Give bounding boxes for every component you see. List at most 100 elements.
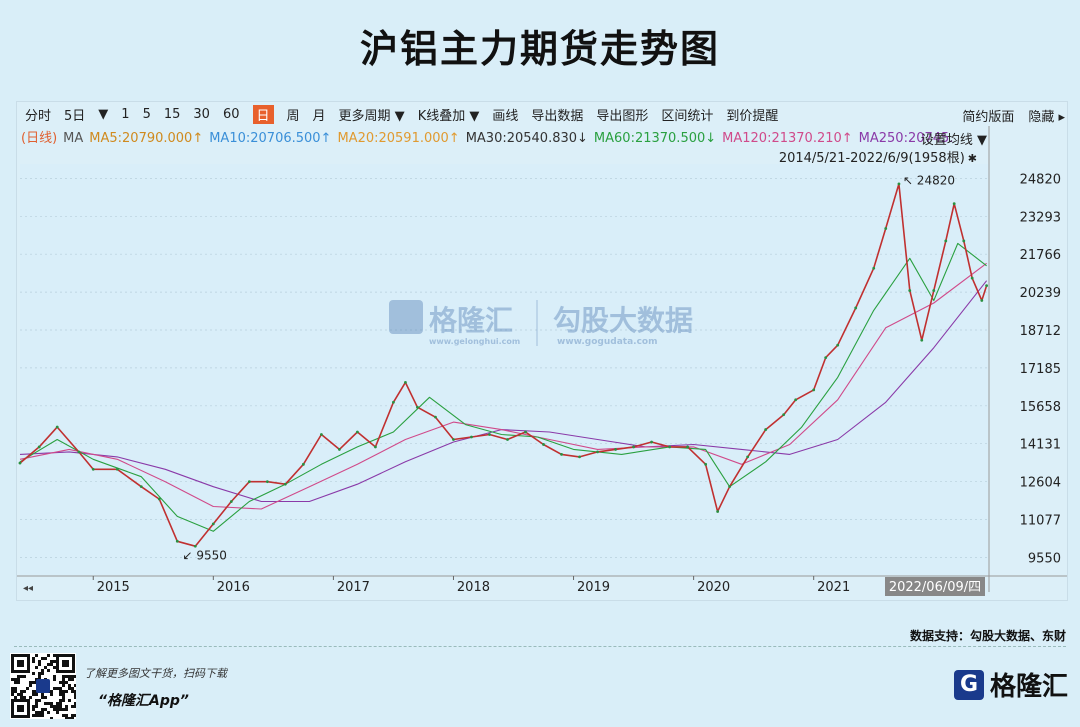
plot-area[interactable] [20, 164, 989, 576]
qr-module [50, 660, 53, 663]
qr-module [38, 714, 41, 717]
qr-note: 了解更多图文干货，扫码下载 [84, 667, 227, 680]
qr-module [41, 708, 44, 711]
price-point [211, 522, 215, 526]
brand-name: 格隆汇 [989, 672, 1068, 702]
qr-module [41, 657, 44, 660]
price-point [932, 289, 936, 292]
toolbar-item-3[interactable]: 1 [121, 106, 130, 122]
y-tick-label: 24820 [1020, 172, 1061, 187]
qr-module [71, 714, 74, 717]
price-point [175, 539, 179, 543]
toolbar-item-17[interactable]: 到价提醒 [726, 108, 779, 124]
toolbar-item-13[interactable]: 画线 [492, 108, 519, 124]
qr-module [35, 666, 38, 669]
toolbar-item-9[interactable]: 周 [286, 108, 300, 124]
toolbar-item-0[interactable]: 分时 [25, 108, 52, 124]
qr-module [47, 702, 50, 705]
price-point [18, 461, 22, 465]
qr-finder [17, 660, 24, 667]
ma-legend-item-7: MA120:21370.210↑ [722, 131, 853, 146]
qr-module [50, 702, 53, 705]
toolbar-right-item-1[interactable]: 隐藏 ▸ [1028, 110, 1065, 125]
price-point [897, 182, 901, 186]
price-point [854, 306, 858, 310]
toolbar-item-4[interactable]: 5 [142, 106, 151, 122]
qr-module [35, 711, 38, 714]
y-tick-label: 12604 [1020, 476, 1061, 491]
qr-module [71, 717, 74, 719]
price-point [392, 400, 395, 404]
price-point [952, 202, 956, 206]
annotation-label: ↖ 24820 [903, 173, 955, 187]
qr-module [53, 666, 56, 669]
qr-module [62, 681, 65, 684]
price-point [908, 289, 912, 292]
qr-module [38, 711, 41, 714]
qr-module [59, 693, 62, 696]
qr-module [62, 708, 65, 711]
toolbar-item-1[interactable]: 5日 [64, 108, 86, 124]
qr-module [20, 675, 23, 678]
toolbar-item-12[interactable]: K线叠加 ▼ [417, 108, 480, 124]
qr-module [53, 687, 56, 690]
toolbar-item-8[interactable]: 日 [252, 104, 274, 124]
qr-module [35, 678, 38, 681]
price-point [920, 338, 924, 342]
y-tick-label: 20239 [1020, 286, 1061, 301]
price-point [764, 428, 768, 431]
toolbar-item-14[interactable]: 导出数据 [531, 108, 584, 124]
ma-settings-button[interactable]: 设置均线 ▼ [920, 133, 987, 148]
qr-module [59, 690, 62, 693]
qr-module [59, 687, 62, 690]
price-point [247, 480, 251, 484]
qr-module [65, 708, 68, 711]
x-tick-label: 2017 [337, 580, 370, 595]
qr-module [50, 693, 53, 696]
watermark-brand-sub: www.gelonghui.com [429, 337, 520, 346]
price-chart[interactable]: 24820 23293 21766 20239 18712 17185 15658 14131… [17, 102, 1067, 600]
price-point [319, 433, 323, 436]
price-point [650, 440, 653, 444]
qr-module [62, 678, 65, 681]
price-point [578, 455, 581, 459]
price-point [434, 415, 437, 419]
qr-module [74, 690, 76, 693]
toolbar-item-15[interactable]: 导出图形 [596, 108, 649, 124]
qr-module [41, 672, 44, 675]
qr-module [71, 705, 74, 708]
qr-module [59, 705, 62, 708]
ma-legend-item-1: MA [63, 131, 84, 146]
price-point [782, 413, 786, 417]
toolbar-item-11[interactable]: 更多周期 ▼ [338, 108, 405, 124]
scroll-left-icon[interactable]: ◂◂ [23, 583, 33, 594]
price-point [37, 445, 41, 449]
qr-module [29, 684, 32, 687]
toolbar-item-7[interactable]: 60 [222, 106, 240, 122]
toolbar-right: 简约版面 隐藏 ▸ [948, 106, 1065, 125]
price-point [301, 462, 305, 466]
ma-legend-item-4: MA20:20591.000↑ [337, 131, 460, 146]
qr-module [14, 696, 17, 699]
qr-module [56, 711, 59, 714]
qr-module [56, 705, 59, 708]
toolbar-right-item-0[interactable]: 简约版面 [962, 110, 1015, 125]
toolbar-item-6[interactable]: 30 [193, 106, 210, 122]
annotation-label: ↙ 9550 [182, 548, 226, 562]
pin-icon[interactable]: ✱ [967, 152, 977, 165]
qr-module [47, 711, 50, 714]
price-point [229, 500, 233, 503]
qr-module [50, 705, 53, 708]
ma-legend-item-3: MA10:20706.500↑ [209, 131, 332, 146]
toolbar-item-10[interactable]: 月 [312, 108, 326, 124]
toolbar-item-16[interactable]: 区间统计 [661, 108, 714, 124]
toolbar-item-2[interactable]: ▼ [98, 106, 109, 122]
qr-module [53, 678, 56, 681]
toolbar-item-5[interactable]: 15 [163, 106, 181, 122]
qr-module [65, 675, 68, 678]
qr-module [71, 675, 74, 678]
qr-module [17, 681, 20, 684]
qr-module [38, 663, 41, 666]
qr-module [11, 693, 14, 696]
